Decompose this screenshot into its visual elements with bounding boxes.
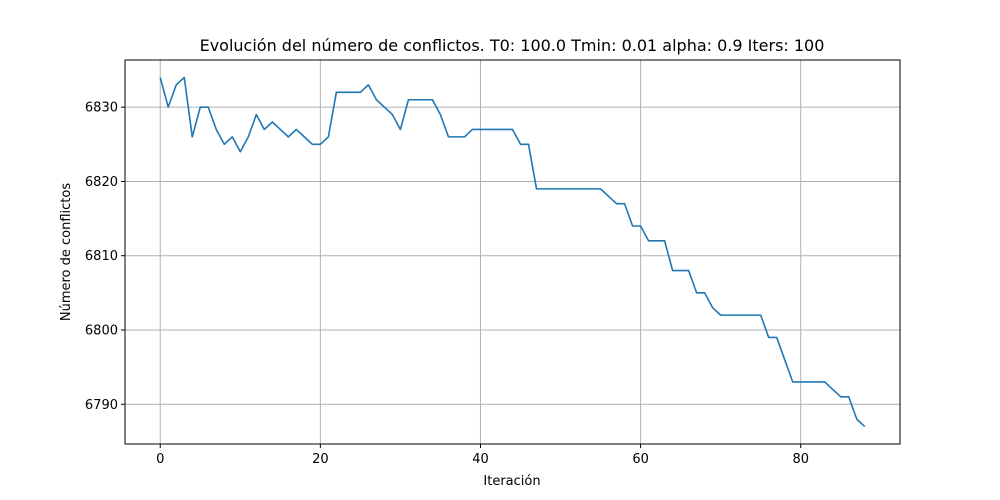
x-tick-label: 0 [156,452,164,467]
y-tick-label: 6810 [85,249,118,264]
plot-frame [124,59,901,445]
grid-lines [125,60,900,444]
y-axis-label: Número de conflictos [59,183,74,321]
series-line [159,76,866,428]
x-tick-label: 20 [312,452,329,467]
y-tick-label: 6790 [85,398,118,413]
x-axis-ticks: 0 20 40 60 80 [156,444,809,467]
chart-title: Evolución del número de conflictos. T0: … [200,36,825,55]
x-tick-label: 60 [632,452,649,467]
y-tick-label: 6820 [85,175,118,190]
y-tick-label: 6830 [85,101,118,116]
x-axis-label: Iteración [483,474,540,489]
y-axis-ticks: 6790 6800 6810 6820 6830 [85,101,125,413]
x-tick-label: 40 [472,452,489,467]
y-tick-label: 6800 [85,323,118,338]
x-tick-label: 80 [792,452,809,467]
